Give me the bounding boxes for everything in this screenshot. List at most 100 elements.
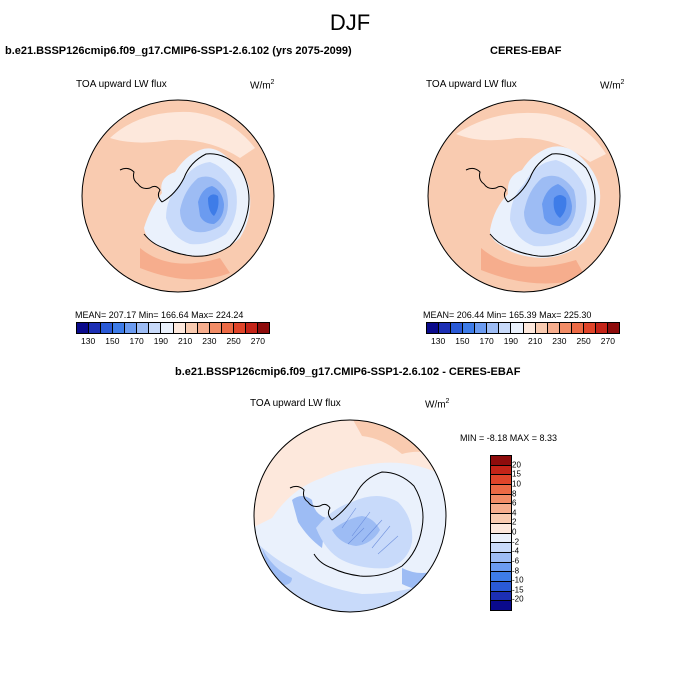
diff-colorbar-swatch xyxy=(491,465,511,476)
diff-colorbar-swatch xyxy=(491,485,511,495)
model-panel-title: b.e21.BSSP126cmip6.f09_g17.CMIP6-SSP1-2.… xyxy=(5,45,352,57)
diff-colorbar-tick-label: 10 xyxy=(512,479,521,489)
diff-polar-map xyxy=(253,419,447,613)
obs-colorbar-swatch xyxy=(499,323,512,333)
diff-colorbar-tick-label: -20 xyxy=(512,594,524,604)
obs-colorbar-swatch xyxy=(439,323,452,333)
diff-colorbar-swatch xyxy=(491,494,511,505)
diff-region-peninsula xyxy=(292,496,326,548)
season-title: DJF xyxy=(329,10,371,35)
obs-colorbar-swatch xyxy=(595,323,608,333)
obs-colorbar-swatch xyxy=(463,323,476,333)
diff-variable-label: TOA upward LW flux xyxy=(250,398,341,409)
diff-colorbar-swatch xyxy=(491,552,511,563)
obs-stats: MEAN= 206.44 Min= 165.39 Max= 225.30 xyxy=(423,310,592,320)
obs-units-label: W/m2 xyxy=(600,79,625,92)
obs-colorbar-swatch xyxy=(571,323,584,333)
model-colorbar-tick-label: 270 xyxy=(250,336,265,346)
diff-colorbar-tick-label: -6 xyxy=(512,556,520,566)
diff-colorbar-swatch xyxy=(491,456,511,466)
obs-colorbar-swatch xyxy=(535,323,548,333)
model-colorbar-swatch xyxy=(125,323,138,333)
diff-colorbar-swatch xyxy=(491,514,511,524)
obs-variable-label: TOA upward LW flux xyxy=(426,79,517,90)
obs-colorbar-ticks: 130 150 170 190 210 230 250 270 xyxy=(426,334,620,346)
model-colorbar-swatch xyxy=(161,323,174,333)
obs-polar-map xyxy=(427,99,621,293)
obs-colorbar-swatch xyxy=(607,323,619,333)
model-colorbar-swatch xyxy=(137,323,150,333)
model-colorbar-swatch xyxy=(173,323,186,333)
diff-colorbar-swatch xyxy=(491,523,511,534)
diff-stats: MIN = -8.18 MAX = 8.33 xyxy=(460,433,558,443)
model-variable-label: TOA upward LW flux xyxy=(76,79,167,90)
model-colorbar-ticks: 130 150 170 190 210 230 250 270 xyxy=(76,334,270,346)
model-colorbar-swatch xyxy=(233,323,246,333)
diff-colorbar-swatch xyxy=(491,533,511,544)
model-colorbar-swatch xyxy=(101,323,114,333)
model-colorbar-tick-label: 150 xyxy=(105,336,120,346)
obs-colorbar-tick-label: 190 xyxy=(503,336,518,346)
model-colorbar-tick-label: 250 xyxy=(226,336,241,346)
obs-panel-title: CERES-EBAF xyxy=(490,45,562,57)
diff-colorbar-tick-label: 2 xyxy=(512,517,517,527)
model-colorbar-swatch xyxy=(185,323,198,333)
obs-colorbar-tick-label: 170 xyxy=(479,336,494,346)
model-colorbar-tick-label: 210 xyxy=(178,336,193,346)
obs-region-highflux-south xyxy=(481,248,586,284)
obs-colorbar: 130 150 170 190 210 230 250 270 xyxy=(426,322,620,346)
obs-colorbar-swatch xyxy=(523,323,536,333)
diff-colorbar-swatch xyxy=(491,581,511,592)
model-stats: MEAN= 207.17 Min= 166.64 Max= 224.24 xyxy=(75,310,244,320)
model-region-highflux-south xyxy=(140,248,230,280)
obs-colorbar-swatches xyxy=(426,322,620,334)
model-colorbar-swatch xyxy=(149,323,162,333)
model-colorbar-swatch xyxy=(221,323,234,333)
diff-colorbar-swatch xyxy=(491,562,511,573)
diff-colorbar-tick-label: -2 xyxy=(512,537,520,547)
obs-colorbar-swatch xyxy=(547,323,560,333)
model-colorbar: 130 150 170 190 210 230 250 270 xyxy=(76,322,270,346)
diff-colorbar-tick-label: -15 xyxy=(512,585,524,595)
model-colorbar-tick-label: 170 xyxy=(129,336,144,346)
model-antarctica-min xyxy=(208,194,219,216)
diff-colorbar-tick-label: -8 xyxy=(512,566,520,575)
diff-colorbar-swatch xyxy=(491,572,511,582)
diff-colorbar-swatch xyxy=(491,601,511,610)
obs-antarctica-min xyxy=(553,195,567,218)
model-colorbar-tick-label: 130 xyxy=(81,336,96,346)
diff-colorbar-tick-label: 20 xyxy=(512,460,521,470)
model-colorbar-tick-label: 230 xyxy=(202,336,217,346)
diff-units-label: W/m2 xyxy=(425,398,450,411)
diff-colorbar-swatch xyxy=(491,475,511,486)
diff-colorbar-tick-label: -4 xyxy=(512,546,520,556)
diff-colorbar-swatch xyxy=(491,591,511,602)
diff-region-negative-south xyxy=(254,538,446,612)
model-coastline xyxy=(119,153,250,257)
diff-colorbar-tick-label: 4 xyxy=(512,508,517,518)
diff-colorbar-swatches xyxy=(490,455,512,611)
diff-colorbar-swatch xyxy=(491,504,511,515)
obs-colorbar-tick-label: 130 xyxy=(431,336,446,346)
obs-colorbar-swatch xyxy=(487,323,500,333)
diff-region-negative-sw xyxy=(262,548,292,586)
obs-colorbar-tick-label: 210 xyxy=(528,336,543,346)
obs-region-lowflux-north xyxy=(456,112,606,162)
obs-colorbar-swatch xyxy=(583,323,596,333)
diff-colorbar-ticks: 20 15 10 8 6 4 2 0 -2 -4 -6 -8 -10 -15 -20 xyxy=(512,455,542,609)
diff-hatching xyxy=(341,507,399,555)
model-colorbar-swatch xyxy=(245,323,258,333)
diff-colorbar xyxy=(490,455,512,611)
diff-panel-title: b.e21.BSSP126cmip6.f09_g17.CMIP6-SSP1-2.… xyxy=(175,366,521,378)
model-colorbar-swatch xyxy=(197,323,210,333)
obs-colorbar-swatch xyxy=(559,323,572,333)
obs-colorbar-tick-label: 230 xyxy=(552,336,567,346)
model-colorbar-swatches xyxy=(76,322,270,334)
obs-colorbar-tick-label: 250 xyxy=(576,336,591,346)
model-units-label: W/m2 xyxy=(250,79,275,92)
obs-colorbar-swatch xyxy=(451,323,464,333)
diff-colorbar-swatch xyxy=(491,543,511,553)
model-polar-map xyxy=(81,99,275,293)
model-colorbar-swatch xyxy=(77,323,90,333)
obs-colorbar-swatch xyxy=(511,323,524,333)
